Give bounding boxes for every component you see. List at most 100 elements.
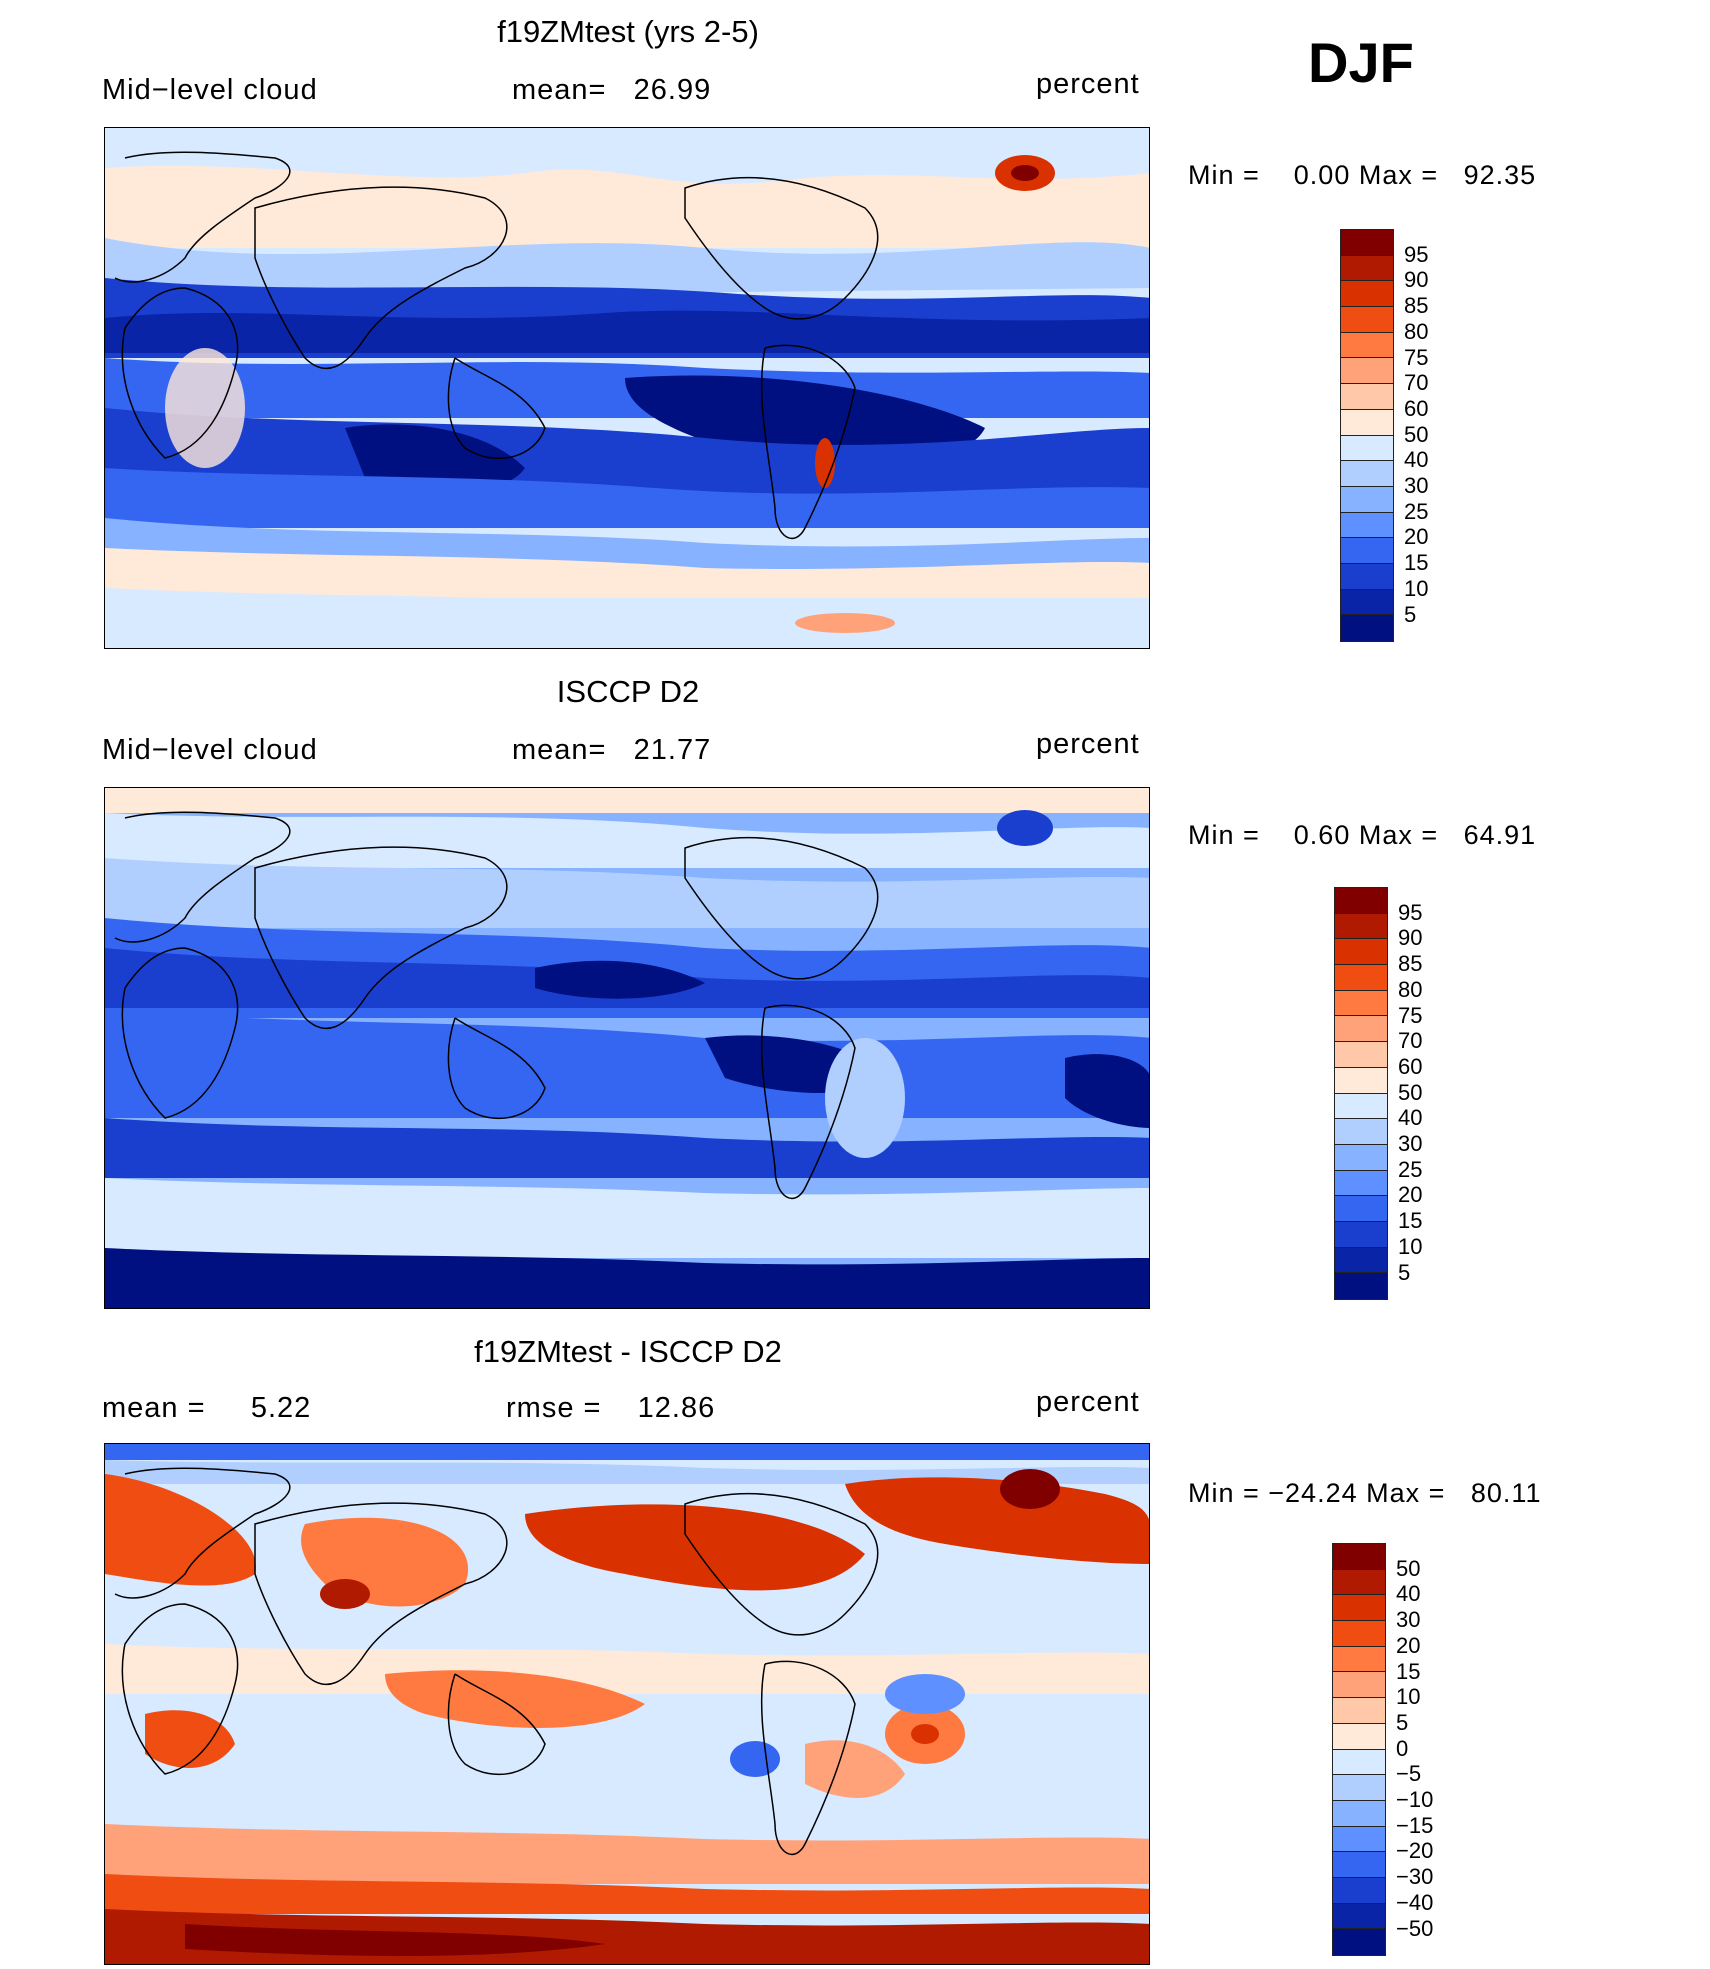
panel-2-mean-label: mean= 21.77: [512, 734, 712, 766]
colorbar-swatch: [1335, 1042, 1387, 1068]
colorbar-tick-label: −10: [1396, 1787, 1434, 1812]
colorbar-swatch: [1335, 1247, 1387, 1274]
colorbar-swatch: [1333, 1595, 1385, 1622]
colorbar-swatch: [1333, 1723, 1385, 1750]
colorbar-tick-label: −15: [1396, 1812, 1434, 1838]
colorbar-tick-label: 5: [1404, 601, 1417, 627]
colorbar-swatch: [1335, 1196, 1387, 1222]
panel-3-colorbar-box: [1332, 1543, 1386, 1956]
colorbar-swatch: [1335, 1016, 1387, 1043]
colorbar-swatch: [1341, 538, 1393, 564]
colorbar-tick-label: 15: [1404, 550, 1429, 576]
colorbar-tick-label: 75: [1398, 1002, 1423, 1028]
colorbar-tick-label: 40: [1398, 1105, 1423, 1131]
panel-3-units-label: percent: [1036, 1386, 1140, 1418]
colorbar-tick-label: −20: [1396, 1838, 1434, 1864]
colorbar-tick-label: 20: [1396, 1632, 1421, 1658]
colorbar-tick-label: 85: [1398, 951, 1423, 977]
colorbar-tick-label: 90: [1398, 925, 1423, 951]
colorbar-swatch: [1335, 1067, 1387, 1094]
panel-3-map-field: [105, 1444, 1149, 1964]
colorbar-swatch: [1341, 512, 1393, 539]
panel-1-colorbar: 95 90 85 80 75 70 60 50 40 30 25 20 15 10 5: [1340, 229, 1428, 642]
colorbar-tick-label: 95: [1404, 241, 1429, 267]
colorbar-tick-label: 50: [1398, 1079, 1423, 1105]
colorbar-tick-label: −40: [1396, 1889, 1434, 1915]
colorbar-tick-label: 5: [1396, 1709, 1409, 1735]
panel-1-map-field: [105, 128, 1149, 648]
panel-1-mean-label: mean= 26.99: [512, 74, 712, 106]
panel-2-units-label: percent: [1036, 728, 1140, 760]
colorbar-swatch: [1341, 589, 1393, 616]
colorbar-tick-label: 80: [1404, 318, 1429, 344]
colorbar-tick-label: 30: [1396, 1607, 1421, 1633]
colorbar-tick-label: −30: [1396, 1864, 1434, 1890]
colorbar-tick-label: 70: [1404, 370, 1429, 396]
colorbar-swatch: [1341, 384, 1393, 410]
colorbar-swatch: [1341, 255, 1393, 282]
panel-2-minmax: Min = 0.60 Max = 64.91: [1188, 820, 1537, 850]
colorbar-tick-label: 60: [1404, 395, 1429, 421]
colorbar-swatch: [1335, 913, 1387, 940]
panel-2-variable-label: Mid−level cloud: [102, 734, 318, 766]
colorbar-swatch: [1335, 965, 1387, 991]
colorbar-tick-label: 10: [1404, 575, 1429, 601]
colorbar-swatch: [1333, 1826, 1385, 1853]
colorbar-swatch: [1335, 1093, 1387, 1120]
colorbar-tick-label: 20: [1404, 524, 1429, 550]
panel-1-units-label: percent: [1036, 68, 1140, 100]
panel-1-colorbar-box: [1340, 229, 1394, 642]
colorbar-tick-label: 70: [1398, 1028, 1423, 1054]
colorbar-tick-label: 15: [1398, 1208, 1423, 1234]
panel-2-colorbar: 95 90 85 80 75 70 60 50 40 30 25 20 15 10 5: [1334, 887, 1422, 1300]
colorbar-tick-label: −5: [1396, 1761, 1422, 1787]
colorbar-swatch: [1333, 1569, 1385, 1596]
colorbar-tick-label: 50: [1396, 1555, 1421, 1581]
panel-2-map: [104, 787, 1150, 1309]
colorbar-tick-label: 90: [1404, 267, 1429, 293]
colorbar-swatch: [1335, 1221, 1387, 1248]
colorbar-swatch: [1333, 1749, 1385, 1776]
panel-3-mean-label: mean = 5.22: [102, 1392, 312, 1424]
panel-2-colorbar-box: [1334, 887, 1388, 1300]
colorbar-tick-label: 0: [1396, 1735, 1409, 1761]
colorbar-swatch: [1333, 1698, 1385, 1724]
colorbar-tick-label: 25: [1404, 498, 1429, 524]
colorbar-swatch: [1333, 1544, 1385, 1570]
colorbar-swatch: [1341, 486, 1393, 513]
colorbar-swatch: [1341, 230, 1393, 256]
colorbar-swatch: [1335, 990, 1387, 1017]
colorbar-swatch: [1341, 358, 1393, 385]
colorbar-tick-label: 10: [1396, 1684, 1421, 1710]
colorbar-swatch: [1333, 1646, 1385, 1673]
colorbar-tick-label: 50: [1404, 421, 1429, 447]
colorbar-tick-label: 25: [1398, 1156, 1423, 1182]
colorbar-tick-label: 60: [1398, 1053, 1423, 1079]
colorbar-tick-label: 75: [1404, 344, 1429, 370]
colorbar-tick-label: 5: [1398, 1259, 1411, 1285]
colorbar-swatch: [1341, 281, 1393, 308]
panel-3-minmax: Min = −24.24 Max = 80.11: [1188, 1478, 1542, 1508]
colorbar-swatch: [1333, 1672, 1385, 1699]
colorbar-tick-label: 30: [1404, 473, 1429, 498]
colorbar-tick-label: 10: [1398, 1233, 1423, 1259]
colorbar-swatch: [1333, 1877, 1385, 1904]
colorbar-swatch: [1341, 563, 1393, 590]
colorbar-swatch: [1335, 939, 1387, 966]
colorbar-tick-label: 95: [1398, 899, 1423, 925]
colorbar-swatch: [1333, 1852, 1385, 1878]
colorbar-tick-label: 20: [1398, 1182, 1423, 1208]
panel-2-map-field: [105, 788, 1149, 1308]
panel-3-title: f19ZMtest - ISCCP D2: [474, 1334, 782, 1369]
colorbar-swatch: [1335, 1144, 1387, 1171]
colorbar-swatch: [1341, 435, 1393, 462]
colorbar-swatch: [1341, 307, 1393, 333]
colorbar-tick-label: −50: [1396, 1915, 1434, 1941]
colorbar-swatch: [1341, 332, 1393, 359]
panel-2-title: ISCCP D2: [556, 674, 700, 709]
colorbar-swatch: [1341, 461, 1393, 487]
panel-3-map: [104, 1443, 1150, 1965]
colorbar-tick-label: 80: [1398, 976, 1423, 1002]
colorbar-swatch: [1335, 1273, 1387, 1299]
colorbar-tick-label: 15: [1396, 1658, 1421, 1684]
